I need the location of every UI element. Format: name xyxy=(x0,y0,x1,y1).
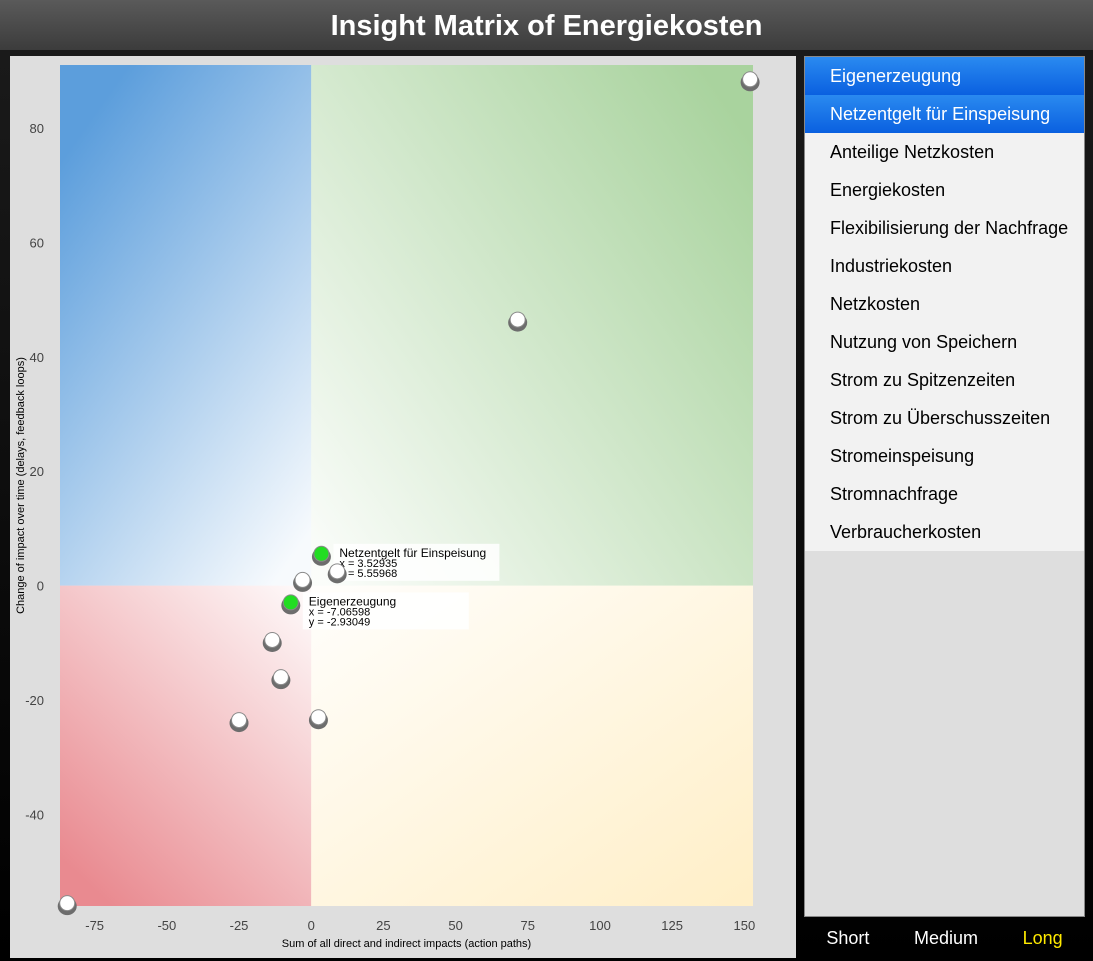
y-tick-label: 80 xyxy=(30,121,44,136)
y-tick-label: 20 xyxy=(30,464,44,479)
data-point xyxy=(329,563,346,580)
point-label: x = 3.52935 xyxy=(339,558,397,570)
quadrant-top-left xyxy=(60,65,312,586)
point-label: y = -2.93049 xyxy=(309,616,370,628)
page-title: Insight Matrix of Energiekosten xyxy=(330,10,763,42)
data-point xyxy=(59,895,76,912)
list-item[interactable]: Strom zu Überschusszeiten xyxy=(805,399,1084,437)
point-label: y = 5.55968 xyxy=(339,568,397,580)
x-tick-label: 100 xyxy=(589,918,611,933)
y-tick-label: 0 xyxy=(37,579,44,594)
x-axis-label: Sum of all direct and indirect impacts (… xyxy=(282,938,531,950)
plot-panel: -75 -50 -25 0 25 50 75 100 125 150 -40 -20 0 20 40 60 80… xyxy=(10,56,796,958)
horizon-long-button[interactable]: Long xyxy=(1022,927,1063,948)
point-label: x = -7.06598 xyxy=(309,606,370,618)
factor-list: Eigenerzeugung Netzentgelt für Einspeisun… xyxy=(804,56,1085,917)
data-point xyxy=(231,712,248,729)
insight-matrix-chart: -75 -50 -25 0 25 50 75 100 125 150 -40 -20 0 20 40 60 80… xyxy=(15,65,760,950)
list-item[interactable]: Stromnachfrage xyxy=(805,475,1084,513)
y-axis-label: Change of impact over time (delays, feed… xyxy=(15,357,27,614)
point-label-box xyxy=(333,543,500,581)
list-item[interactable]: Stromeinspeisung xyxy=(805,437,1084,475)
y-tick-label: 60 xyxy=(30,235,44,250)
data-point xyxy=(272,669,289,686)
x-tick-label: -25 xyxy=(230,918,249,933)
point-label-box xyxy=(302,592,469,630)
data-point xyxy=(509,311,526,328)
x-tick-label: 125 xyxy=(661,918,683,933)
highlighted-point xyxy=(282,594,299,611)
data-point xyxy=(742,71,759,88)
point-label: Eigenerzeugung xyxy=(309,594,396,608)
horizon-medium-button[interactable]: Medium xyxy=(913,927,978,948)
data-point xyxy=(310,709,327,726)
x-tick-label: 25 xyxy=(376,918,390,933)
quadrant-top-right xyxy=(311,65,753,586)
y-tick-label: -20 xyxy=(25,693,44,708)
list-item[interactable]: Strom zu Spitzenzeiten xyxy=(805,361,1084,399)
quadrant-bottom-right xyxy=(311,585,753,906)
highlighted-point xyxy=(313,545,330,562)
list-item[interactable]: Netzentgelt für Einspeisung xyxy=(805,95,1084,133)
list-item[interactable]: Flexibilisierung der Nachfrage xyxy=(805,209,1084,247)
x-tick-label: -50 xyxy=(157,918,176,933)
point-label: Netzentgelt für Einspeisung xyxy=(339,546,486,560)
x-tick-label: 75 xyxy=(521,918,535,933)
list-item[interactable]: Anteilige Netzkosten xyxy=(805,133,1084,171)
list-item[interactable]: Nutzung von Speichern xyxy=(805,323,1084,361)
time-horizon-selector: Short Medium Long xyxy=(804,920,1085,956)
y-tick-label: -40 xyxy=(25,807,44,822)
list-item[interactable]: Energiekosten xyxy=(805,171,1084,209)
list-item[interactable]: Eigenerzeugung xyxy=(805,57,1084,95)
x-tick-label: 0 xyxy=(308,918,315,933)
horizon-short-button[interactable]: Short xyxy=(826,927,870,948)
y-tick-label: 40 xyxy=(30,350,44,365)
list-item[interactable]: Industriekosten xyxy=(805,247,1084,285)
list-item[interactable]: Verbraucherkosten xyxy=(805,513,1084,551)
x-tick-label: 50 xyxy=(448,918,462,933)
x-tick-label: 150 xyxy=(733,918,755,933)
data-point xyxy=(294,571,311,588)
list-item[interactable]: Netzkosten xyxy=(805,285,1084,323)
x-tick-label: -75 xyxy=(85,918,104,933)
data-point xyxy=(264,631,281,648)
